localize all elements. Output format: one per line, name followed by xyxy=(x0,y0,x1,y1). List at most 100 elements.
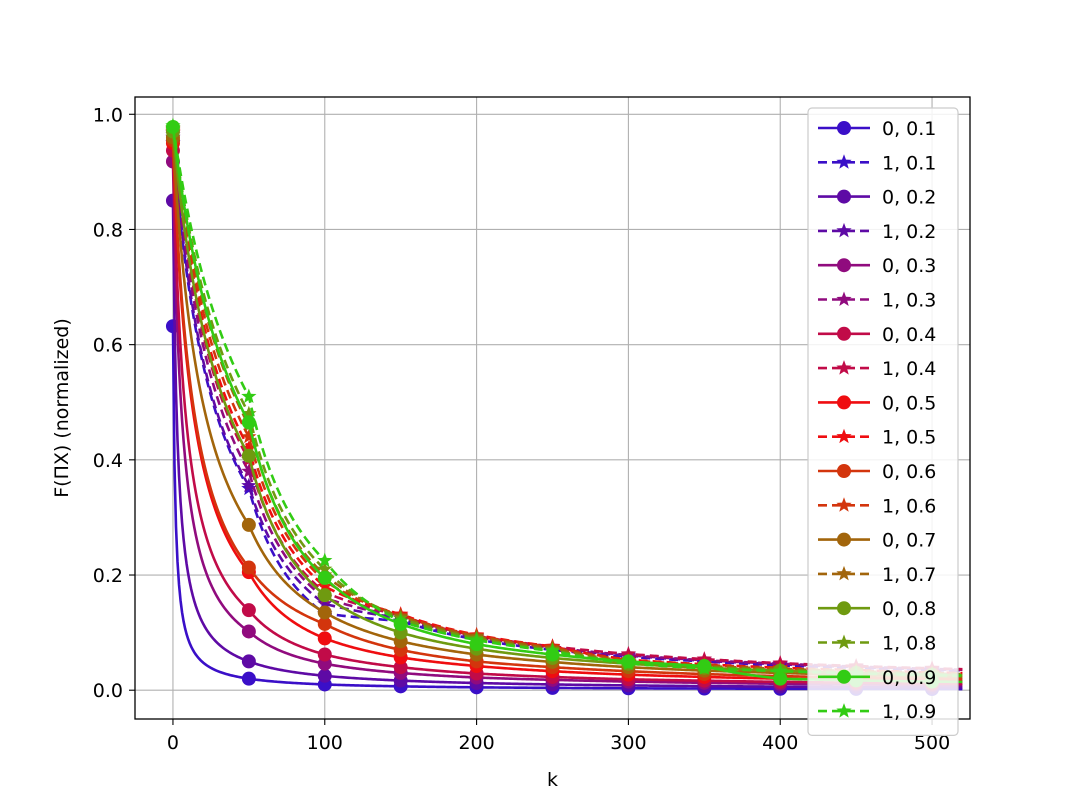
legend-label: 0, 0.7 xyxy=(882,530,936,552)
data-point xyxy=(317,588,332,603)
y-tick-label: 0.0 xyxy=(93,680,123,702)
data-point xyxy=(241,624,256,639)
legend-label: 0, 0.9 xyxy=(882,667,936,689)
x-tick-label: 400 xyxy=(762,732,798,754)
data-point xyxy=(241,671,256,686)
data-point xyxy=(241,477,257,493)
legend-item: 1, 0.8 xyxy=(818,633,936,655)
legend-item: 1, 0.4 xyxy=(818,358,936,380)
legend-item: 1, 0.5 xyxy=(818,427,936,449)
data-point xyxy=(544,643,561,658)
legend-label: 0, 0.3 xyxy=(882,255,936,277)
legend-marker xyxy=(837,464,851,478)
legend-label: 0, 0.8 xyxy=(882,598,936,620)
legend-marker xyxy=(836,634,852,649)
x-tick-label: 300 xyxy=(610,732,646,754)
legend-item: 1, 0.3 xyxy=(818,290,936,312)
legend: 0, 0.1 1, 0.1 0, 0.2 1, 0.2 0, 0.3 1, 0.3 0, 0… xyxy=(807,107,959,737)
ticks: 0 100 200 300 400 500 0.0 0.2 0.4 0.6 0.8 1.0 xyxy=(93,104,950,754)
data-point xyxy=(241,463,257,478)
x-tick-label: 500 xyxy=(914,732,950,754)
series-line xyxy=(171,132,963,671)
legend-item: 0, 0.2 xyxy=(818,187,936,209)
legend-label: 0, 0.2 xyxy=(882,187,936,209)
data-point xyxy=(317,605,332,620)
legend-marker xyxy=(837,121,851,135)
data-point xyxy=(317,616,332,631)
data-point xyxy=(317,631,332,646)
data-point xyxy=(317,561,333,576)
legend-marker xyxy=(837,601,851,616)
data-point xyxy=(317,668,332,683)
data-point xyxy=(241,405,257,421)
data-point xyxy=(241,603,256,618)
data-point xyxy=(317,570,332,585)
data-point xyxy=(241,415,256,430)
legend-label: 0, 0.1 xyxy=(882,118,936,140)
legend-item: 0, 0.6 xyxy=(818,461,936,483)
data-point xyxy=(468,632,485,647)
y-tick-label: 1.0 xyxy=(93,104,123,126)
legend-marker xyxy=(837,395,851,410)
y-tick-label: 0.6 xyxy=(93,335,123,357)
legend-marker xyxy=(836,291,852,306)
legend-marker xyxy=(836,497,852,512)
legend-label: 1, 0.7 xyxy=(882,564,936,586)
data-point xyxy=(241,440,257,455)
data-point xyxy=(393,613,409,628)
legend-marker xyxy=(837,532,851,547)
data-point xyxy=(241,654,256,669)
legend-marker xyxy=(836,428,852,444)
legend-item: 1, 0.2 xyxy=(818,221,936,243)
legend-item: 1, 0.7 xyxy=(818,564,936,586)
legend-marker xyxy=(836,222,852,238)
legend-marker xyxy=(837,258,851,273)
data-point xyxy=(165,117,181,133)
data-point xyxy=(241,428,257,444)
legend-marker xyxy=(837,326,851,341)
legend-label: 0, 0.6 xyxy=(882,461,936,483)
legend-item: 1, 0.1 xyxy=(818,152,936,174)
legend-label: 1, 0.9 xyxy=(882,701,936,723)
data-point xyxy=(696,660,712,675)
legend-marker xyxy=(836,703,852,718)
legend-marker xyxy=(836,154,852,169)
x-axis-label: k xyxy=(547,769,558,791)
plot-frame xyxy=(134,96,971,720)
legend-item: 0, 0.3 xyxy=(818,255,936,277)
data-point xyxy=(620,655,637,671)
y-tick-label: 0.4 xyxy=(93,450,123,472)
legend-label: 1, 0.6 xyxy=(882,495,936,517)
data-point xyxy=(393,660,408,675)
data-point xyxy=(241,388,257,403)
legend-label: 1, 0.3 xyxy=(882,290,936,312)
legend-item: 1, 0.9 xyxy=(818,701,936,723)
y-axis-label: F(ΠX) (normalized) xyxy=(51,318,73,498)
legend-label: 1, 0.8 xyxy=(882,633,936,655)
legend-item: 1, 0.6 xyxy=(818,495,936,517)
data-point xyxy=(317,647,332,662)
y-tick-label: 0.2 xyxy=(93,565,123,587)
data-point xyxy=(241,517,256,532)
legend-label: 1, 0.4 xyxy=(882,358,936,380)
data-point xyxy=(317,552,333,568)
data-point xyxy=(317,578,333,594)
legend-item: 0, 0.7 xyxy=(818,530,936,552)
x-tick-label: 100 xyxy=(307,732,343,754)
legend-label: 1, 0.1 xyxy=(882,152,936,174)
x-tick-label: 0 xyxy=(167,732,179,754)
legend-marker xyxy=(836,565,852,581)
legend-item: 0, 0.5 xyxy=(818,392,936,414)
legend-item: 0, 0.1 xyxy=(818,118,936,140)
data-point xyxy=(317,595,333,611)
legend-label: 0, 0.5 xyxy=(882,392,936,414)
data-point xyxy=(241,448,256,463)
legend-label: 1, 0.2 xyxy=(882,221,936,243)
legend-item: 0, 0.4 xyxy=(818,324,936,346)
legend-marker xyxy=(837,669,851,684)
legend-marker xyxy=(837,189,851,204)
legend-label: 0, 0.4 xyxy=(882,324,936,346)
data-point xyxy=(241,560,256,575)
data-point xyxy=(772,663,788,678)
